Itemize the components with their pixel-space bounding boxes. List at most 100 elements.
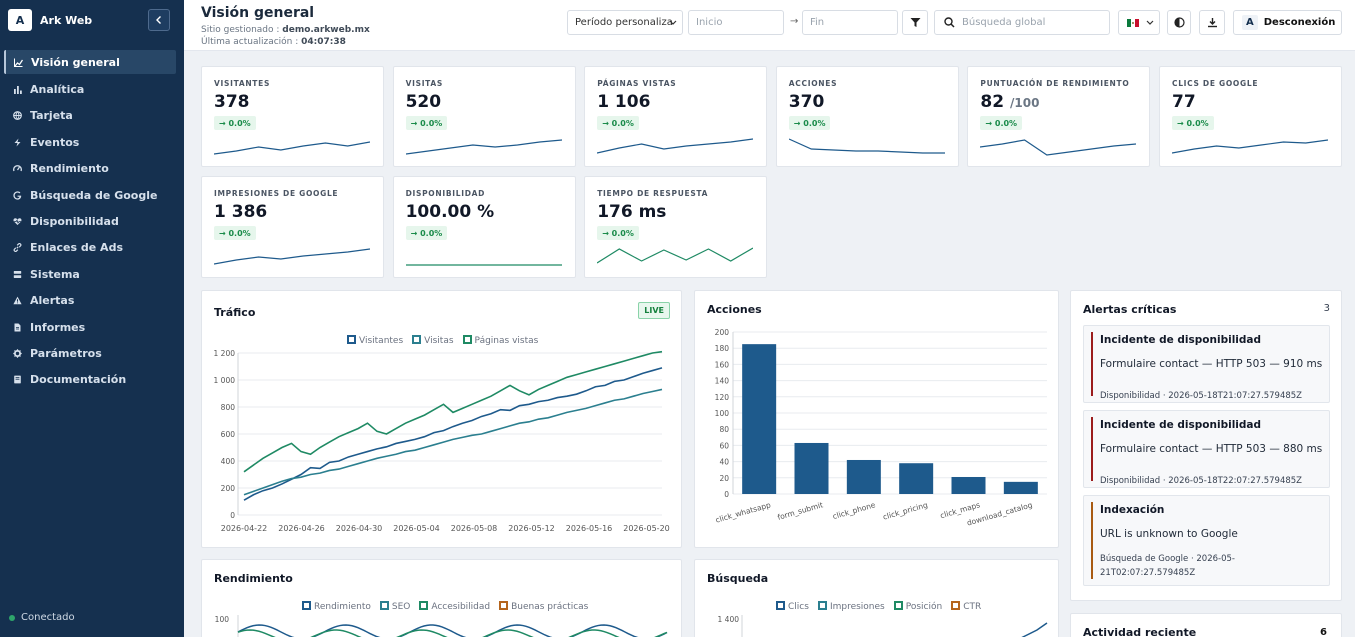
y-tick-label: 20	[719, 474, 729, 483]
performance-chart: 100	[215, 615, 668, 637]
end-date-input[interactable]: Fin	[802, 10, 898, 35]
collapse-sidebar-button[interactable]	[148, 9, 170, 31]
kpi-card[interactable]: DISPONIBILIDAD 100.00 % → 0.0%	[392, 176, 576, 278]
download-icon	[1207, 18, 1217, 28]
sidebar-item-label: Sistema	[30, 267, 80, 281]
recent-activity-count: 6	[1320, 627, 1327, 637]
sidebar-item-9[interactable]: Alertas	[4, 288, 176, 314]
sidebar-item-3[interactable]: Eventos	[4, 129, 176, 155]
kpi-change-badge: → 0.0%	[788, 116, 831, 130]
kpi-value: 82 /100	[980, 92, 1039, 112]
performance-legend: Rendimiento SEO Accesibilidad Buenas prácti…	[302, 601, 588, 612]
start-date-input[interactable]: Inicio	[688, 10, 784, 35]
legend-item[interactable]: CTR	[951, 601, 981, 612]
legend-item[interactable]: Clics	[776, 601, 809, 612]
kpi-value: 1 386	[214, 202, 267, 222]
kpi-card[interactable]: IMPRESIONES DE GOOGLE 1 386 → 0.0%	[201, 176, 384, 278]
legend-item[interactable]: Posición	[893, 601, 942, 612]
theme-toggle-button[interactable]	[1167, 10, 1191, 35]
kpi-card[interactable]: CLICS DE GOOGLE 77 → 0.0%	[1159, 66, 1342, 167]
sidebar-item-12[interactable]: Documentación	[4, 367, 176, 393]
logout-button[interactable]: A Desconexión	[1233, 10, 1342, 35]
chevron-down-icon	[1146, 20, 1154, 25]
kpi-card[interactable]: ACCIONES 370 → 0.0%	[775, 66, 959, 167]
traffic-chart: 0 200 400 600 800 1 000 1 200 2026-04-22 2026-04…	[214, 349, 670, 533]
critical-alerts-count: 3	[1323, 303, 1330, 314]
sidebar-item-1[interactable]: Analítica	[4, 76, 176, 102]
kpi-card[interactable]: PUNTUACIÓN DE RENDIMIENTO 82 /100 → 0.0%	[967, 66, 1151, 167]
global-search-input[interactable]: Búsqueda global	[934, 10, 1110, 35]
kpi-label: TIEMPO DE RESPUESTA	[597, 189, 709, 198]
kpi-card[interactable]: VISITANTES 378 → 0.0%	[201, 66, 384, 167]
filter-button[interactable]	[902, 10, 928, 35]
sidebar-item-10[interactable]: Informes	[4, 314, 176, 340]
bar	[899, 463, 934, 494]
series-line	[243, 388, 663, 496]
kpi-value: 370	[789, 92, 825, 112]
book-icon	[14, 375, 21, 384]
alert-source: Búsqueda de Google · 2026-05-21T02:07:27…	[1100, 554, 1235, 578]
kpi-card[interactable]: VISITAS 520 → 0.0%	[392, 66, 576, 167]
start-date-placeholder: Inicio	[696, 17, 723, 28]
legend-item[interactable]: Visitantes	[347, 335, 403, 346]
brand[interactable]: A Ark Web	[8, 9, 92, 31]
x-tick-label: click_pricing	[882, 500, 929, 521]
alert-item[interactable]: Incidente de disponibilidad Formulaire co…	[1083, 325, 1330, 403]
sparkline-path	[788, 138, 945, 154]
kpi-sparkline	[597, 247, 754, 264]
sidebar-item-label: Alertas	[30, 294, 75, 308]
managed-site: Sitio gestionado : demo.arkweb.mx	[201, 25, 370, 35]
bolt-icon	[14, 138, 21, 147]
sidebar-item-11[interactable]: Parámetros	[4, 340, 176, 366]
sidebar-item-0[interactable]: Visión general	[4, 50, 176, 74]
sidebar-item-label: Visión general	[31, 55, 120, 69]
sidebar-item-label: Analítica	[30, 83, 85, 97]
alert-message: Formulaire contact — HTTP 503 — 910 ms	[1100, 358, 1323, 370]
y-tick-label: 200	[715, 328, 730, 337]
legend-swatch	[302, 601, 311, 610]
alert-item[interactable]: Indexación URL is unknown to Google Búsque…	[1083, 495, 1330, 586]
kpi-sparkline	[980, 139, 1137, 156]
sidebar-item-6[interactable]: Disponibilidad	[4, 208, 176, 234]
legend-item[interactable]: Visitas	[412, 335, 454, 346]
x-tick-label: form_submit	[776, 500, 824, 522]
alert-item[interactable]: Incidente de disponibilidad Formulaire co…	[1083, 410, 1330, 488]
sidebar-item-label: Tarjeta	[30, 109, 73, 123]
legend-swatch	[817, 601, 827, 610]
kpi-sparkline	[405, 264, 562, 266]
kpi-card[interactable]: PÁGINAS VISTAS 1 106 → 0.0%	[584, 66, 768, 167]
legend-item[interactable]: Páginas vistas	[462, 335, 538, 346]
last-update-label: Última actualización :	[201, 37, 302, 47]
y-tick-label: 60	[719, 441, 729, 450]
kpi-sparkline	[405, 139, 562, 155]
sidebar-item-7[interactable]: Enlaces de Ads	[4, 235, 176, 261]
legend-item[interactable]: Impresiones	[817, 601, 885, 612]
legend-item[interactable]: Rendimiento	[302, 601, 371, 612]
gear-icon	[13, 349, 22, 358]
legend-item[interactable]: SEO	[379, 601, 411, 612]
legend-label: CTR	[963, 602, 982, 612]
heartbeat-icon	[13, 218, 22, 226]
sidebar-item-5[interactable]: Búsqueda de Google	[4, 182, 176, 208]
legend-item[interactable]: Accesibilidad	[419, 601, 490, 612]
legend-label: SEO	[391, 602, 411, 612]
y-tick-label: 160	[715, 360, 730, 369]
legend-swatch	[462, 335, 472, 344]
legend-label: Visitantes	[359, 336, 404, 346]
alert-message: Formulaire contact — HTTP 503 — 880 ms	[1100, 443, 1323, 455]
sidebar-item-8[interactable]: Sistema	[4, 261, 176, 287]
y-tick-label: 100	[715, 409, 730, 418]
language-select[interactable]	[1118, 10, 1160, 35]
managed-site-label: Sitio gestionado :	[201, 25, 283, 35]
legend-item[interactable]: Buenas prácticas	[499, 601, 588, 612]
export-button[interactable]	[1199, 10, 1225, 35]
kpi-number: 82	[980, 92, 1005, 112]
sidebar-item-4[interactable]: Rendimiento	[4, 156, 176, 182]
kpi-label: PUNTUACIÓN DE RENDIMIENTO	[980, 79, 1130, 88]
traffic-legend: Visitantes Visitas Páginas vistas	[347, 335, 538, 346]
sidebar-item-2[interactable]: Tarjeta	[4, 103, 176, 129]
actions-title: Acciones	[707, 303, 762, 316]
period-select[interactable]: Período personaliza	[567, 10, 683, 35]
series-line	[243, 350, 663, 473]
kpi-card[interactable]: TIEMPO DE RESPUESTA 176 ms → 0.0%	[584, 176, 768, 278]
